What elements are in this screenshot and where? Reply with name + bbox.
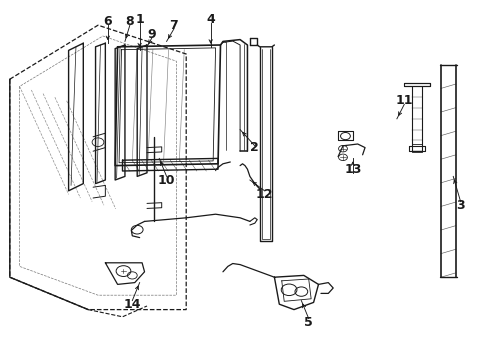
Text: 6: 6 — [103, 15, 112, 28]
Text: 12: 12 — [256, 188, 273, 201]
Text: 13: 13 — [344, 163, 362, 176]
Text: 2: 2 — [250, 141, 259, 154]
Text: 3: 3 — [456, 199, 465, 212]
Text: 7: 7 — [170, 19, 178, 32]
Text: 1: 1 — [135, 13, 144, 26]
Text: 9: 9 — [147, 28, 156, 41]
Text: 14: 14 — [123, 298, 141, 311]
Text: 11: 11 — [395, 94, 413, 107]
Text: 4: 4 — [206, 13, 215, 26]
Text: 5: 5 — [304, 316, 313, 329]
Text: 8: 8 — [125, 15, 134, 28]
Text: 10: 10 — [158, 174, 175, 186]
